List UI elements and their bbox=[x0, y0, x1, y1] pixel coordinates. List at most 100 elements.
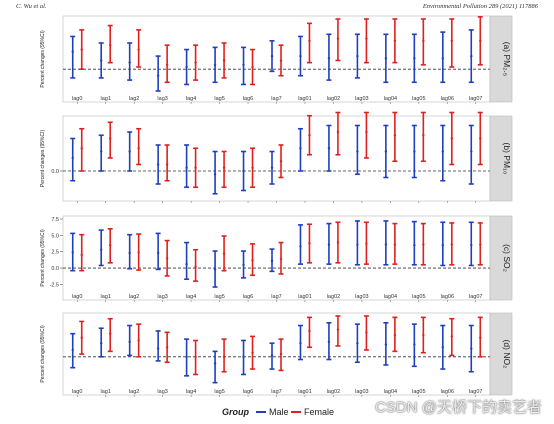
x-tick-label: lag2 bbox=[129, 294, 139, 300]
point-estimate bbox=[479, 137, 482, 140]
point-estimate bbox=[279, 160, 283, 163]
point-estimate bbox=[327, 340, 331, 344]
point-estimate bbox=[413, 343, 416, 346]
point-estimate bbox=[356, 342, 359, 345]
x-tick-label: lag01 bbox=[298, 389, 311, 395]
x-tick-label: lag2 bbox=[129, 96, 139, 102]
header-journal: Environmental Pollution 289 (2021) 11788… bbox=[422, 3, 538, 10]
y-axis-label: Percent changes (95%CI) bbox=[40, 30, 46, 88]
point-estimate bbox=[413, 243, 416, 247]
x-tick-label: lag6 bbox=[243, 96, 253, 102]
point-estimate bbox=[384, 243, 388, 246]
panel-label: (d) NO₂ bbox=[502, 340, 512, 369]
y-axis-label: Percent changes (95%CI) bbox=[40, 130, 46, 188]
point-estimate bbox=[213, 362, 217, 365]
point-estimate bbox=[336, 328, 340, 331]
x-tick-label: lag6 bbox=[243, 294, 253, 300]
x-tick-label: lag05 bbox=[412, 96, 425, 102]
panel-frame bbox=[62, 15, 491, 103]
point-estimate bbox=[128, 61, 131, 64]
point-estimate bbox=[336, 130, 340, 134]
point-estimate bbox=[80, 48, 83, 51]
point-estimate bbox=[165, 63, 169, 67]
x-tick-label: lag02 bbox=[327, 96, 340, 102]
x-tick-label: lag02 bbox=[327, 389, 340, 395]
point-estimate bbox=[327, 243, 331, 246]
point-estimate bbox=[393, 134, 397, 137]
point-estimate bbox=[299, 54, 302, 58]
point-estimate bbox=[422, 333, 425, 337]
point-estimate bbox=[185, 166, 188, 169]
y-tick-label: -2.5 bbox=[50, 282, 59, 288]
point-estimate bbox=[299, 245, 302, 248]
x-tick-label: lag1 bbox=[100, 389, 110, 395]
x-tick-label: lag7 bbox=[271, 389, 281, 395]
point-estimate bbox=[422, 39, 425, 43]
legend-female-label: Female bbox=[304, 407, 335, 417]
panel-strip bbox=[489, 312, 513, 396]
point-estimate bbox=[137, 48, 140, 51]
point-estimate bbox=[356, 150, 359, 153]
x-tick-label: lag05 bbox=[412, 294, 425, 300]
point-estimate bbox=[441, 150, 444, 153]
x-tick-label: lag03 bbox=[355, 96, 368, 102]
y-tick-label: 2.5 bbox=[51, 250, 59, 256]
point-estimate bbox=[194, 355, 197, 358]
x-tick-label: lag3 bbox=[157, 389, 167, 395]
point-estimate bbox=[422, 243, 425, 246]
point-estimate bbox=[128, 251, 131, 255]
point-estimate bbox=[71, 156, 74, 160]
point-estimate bbox=[100, 150, 103, 153]
x-tick-label: lag5 bbox=[214, 389, 224, 395]
legend-male-label: Male bbox=[269, 407, 289, 417]
point-estimate bbox=[479, 336, 482, 339]
panel-label: (b) PM₁₀ bbox=[502, 143, 512, 175]
point-estimate bbox=[100, 59, 103, 62]
point-estimate bbox=[470, 150, 473, 153]
point-estimate bbox=[393, 39, 397, 43]
x-tick-label: lag4 bbox=[186, 389, 196, 395]
point-estimate bbox=[393, 333, 397, 337]
x-tick-label: lag01 bbox=[298, 96, 311, 102]
point-estimate bbox=[336, 37, 340, 40]
point-estimate bbox=[384, 57, 388, 60]
point-estimate bbox=[479, 39, 482, 43]
point-estimate bbox=[270, 166, 274, 169]
legend-title: Group bbox=[222, 407, 249, 417]
point-estimate bbox=[185, 262, 188, 266]
legend-male-swatch bbox=[256, 411, 266, 413]
point-estimate bbox=[251, 65, 254, 69]
x-tick-label: lag7 bbox=[271, 96, 281, 102]
point-estimate bbox=[450, 335, 453, 338]
point-estimate bbox=[156, 251, 160, 255]
point-estimate bbox=[222, 166, 226, 169]
point-estimate bbox=[299, 342, 302, 345]
point-estimate bbox=[71, 251, 74, 254]
legend-female-swatch bbox=[291, 411, 301, 413]
point-estimate bbox=[356, 243, 359, 246]
panel-strip bbox=[489, 215, 513, 301]
point-estimate bbox=[384, 150, 388, 153]
point-estimate bbox=[156, 347, 160, 350]
point-estimate bbox=[137, 147, 140, 150]
point-estimate bbox=[450, 137, 453, 140]
point-estimate bbox=[109, 137, 112, 140]
y-tick-label: 0.0 bbox=[51, 266, 59, 272]
x-tick-label: lag03 bbox=[355, 389, 368, 395]
x-tick-label: lag06 bbox=[441, 389, 454, 395]
point-estimate bbox=[71, 348, 74, 352]
point-estimate bbox=[128, 150, 131, 153]
point-estimate bbox=[365, 37, 368, 40]
panel-label: (a) PM₂.₅ bbox=[502, 42, 512, 77]
point-estimate bbox=[270, 354, 274, 357]
x-tick-label: lag04 bbox=[384, 389, 397, 395]
point-estimate bbox=[441, 57, 444, 60]
point-estimate bbox=[270, 54, 274, 58]
watermark: CSDN @天桥下的卖艺者 bbox=[375, 399, 542, 416]
y-axis-label: Percent changes (95%CI) bbox=[40, 325, 46, 383]
point-estimate bbox=[242, 63, 245, 67]
point-estimate bbox=[441, 243, 444, 247]
panel-frame bbox=[62, 215, 491, 301]
point-estimate bbox=[156, 163, 160, 166]
x-tick-label: lag01 bbox=[298, 294, 311, 300]
